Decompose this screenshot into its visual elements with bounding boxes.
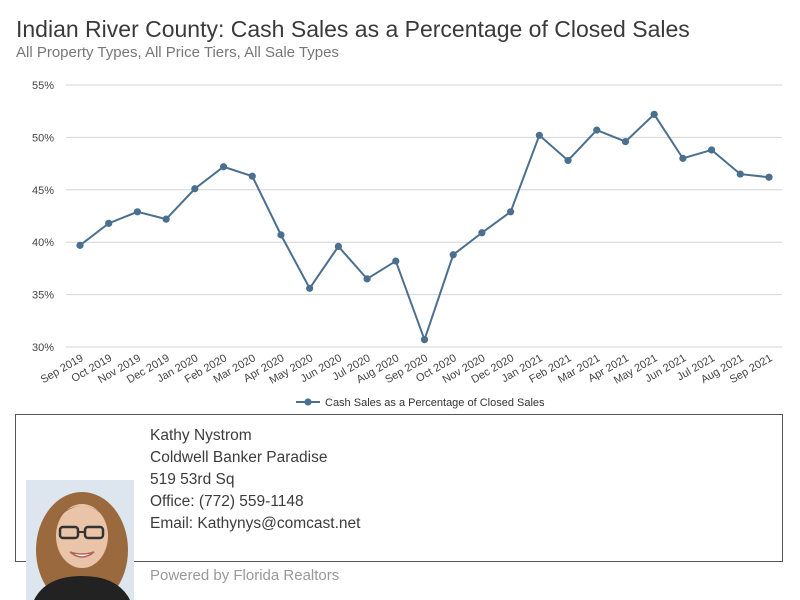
agent-address: 519 53rd Sq (150, 471, 235, 488)
data-point (736, 170, 744, 178)
series-line (79, 112, 770, 343)
agent-info: Kathy Nystrom Coldwell Banker Paradise 5… (150, 425, 360, 535)
data-point (535, 131, 543, 139)
data-point (76, 241, 84, 249)
data-point (420, 336, 429, 344)
legend: Cash Sales as a Percentage of Closed Sal… (296, 397, 545, 409)
data-point (248, 172, 256, 180)
y-tick-label: 40% (32, 237, 54, 249)
data-point (449, 251, 457, 259)
data-point (363, 275, 371, 283)
data-point (334, 242, 342, 250)
data-point (133, 208, 142, 216)
data-point (191, 185, 199, 193)
agent-card (15, 414, 783, 562)
data-point (478, 229, 486, 237)
data-point (707, 146, 716, 154)
y-tick-label: 55% (32, 80, 54, 92)
data-point (765, 173, 773, 181)
data-point (306, 284, 314, 292)
data-point (679, 154, 687, 162)
data-point (105, 219, 113, 227)
data-point (564, 156, 572, 165)
powered-by-footer: Powered by Florida Realtors (150, 567, 340, 584)
agent-office-phone: Office: (772) 559-1148 (150, 493, 304, 510)
data-point (162, 215, 170, 223)
y-tick-label: 30% (32, 342, 54, 354)
y-tick-label: 50% (32, 132, 54, 144)
chart-subtitle: All Property Types, All Price Tiers, All… (16, 44, 339, 61)
legend-marker (304, 398, 312, 406)
data-point (593, 126, 601, 134)
data-point (392, 257, 400, 265)
agent-company: Coldwell Banker Paradise (150, 449, 328, 466)
agent-email: Email: Kathynys@comcast.net (150, 515, 361, 532)
y-tick-label: 45% (32, 185, 54, 197)
chart-title: Indian River County: Cash Sales as a Per… (16, 16, 690, 42)
data-point (650, 110, 658, 118)
y-tick-label: 35% (32, 290, 54, 302)
data-point (621, 137, 630, 146)
data-point (277, 231, 285, 239)
legend-label: Cash Sales as a Percentage of Closed Sal… (325, 397, 545, 409)
data-point (507, 208, 515, 216)
data-point (219, 163, 228, 171)
agent-photo (26, 480, 134, 600)
agent-name: Kathy Nystrom (150, 427, 252, 444)
